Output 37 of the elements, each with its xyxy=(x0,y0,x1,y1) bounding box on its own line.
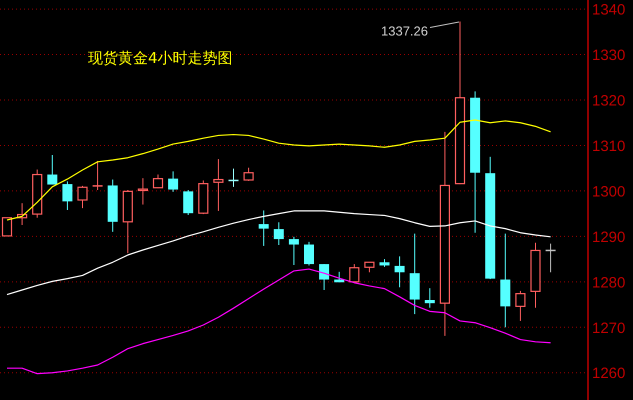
candlestick xyxy=(213,158,224,212)
text: 现货黄金4小时走势图 xyxy=(88,49,233,67)
candlestick xyxy=(304,241,314,266)
annotation: 1337.26 xyxy=(381,24,428,39)
candlestick xyxy=(334,271,344,283)
line-series xyxy=(6,210,552,296)
y-tick-label: 1340 xyxy=(592,2,626,19)
candlestick xyxy=(62,180,72,210)
candlestick xyxy=(47,154,58,186)
candlestick xyxy=(364,262,374,273)
candlestick xyxy=(152,174,164,189)
candlestick xyxy=(244,167,254,182)
candlestick xyxy=(77,185,88,209)
candlestick xyxy=(92,160,104,190)
candlestick xyxy=(2,217,12,237)
candlestick xyxy=(544,243,556,273)
y-tick-label: 1280 xyxy=(592,274,626,292)
candlestick xyxy=(515,290,526,322)
candlestick xyxy=(394,256,405,288)
candlestick xyxy=(228,168,240,188)
y-tick-label: 1320 xyxy=(592,92,626,110)
y-tick-label: 1290 xyxy=(592,228,626,246)
candlestick xyxy=(319,264,330,290)
candlestick xyxy=(349,264,360,282)
y-tick-label: 1270 xyxy=(592,320,626,337)
y-tick-label: 1330 xyxy=(592,47,626,64)
candlestick xyxy=(183,190,194,216)
candlestick xyxy=(288,236,299,266)
y-tick-label: 1310 xyxy=(592,138,626,155)
candlestick xyxy=(258,210,269,246)
candlestick xyxy=(168,170,178,192)
candlestick xyxy=(274,222,284,246)
candlestick xyxy=(138,178,148,206)
y-tick-label: 1260 xyxy=(592,365,626,382)
line-series xyxy=(6,119,552,221)
candlestick xyxy=(424,288,435,308)
y-tick-label: 1300 xyxy=(592,183,626,200)
